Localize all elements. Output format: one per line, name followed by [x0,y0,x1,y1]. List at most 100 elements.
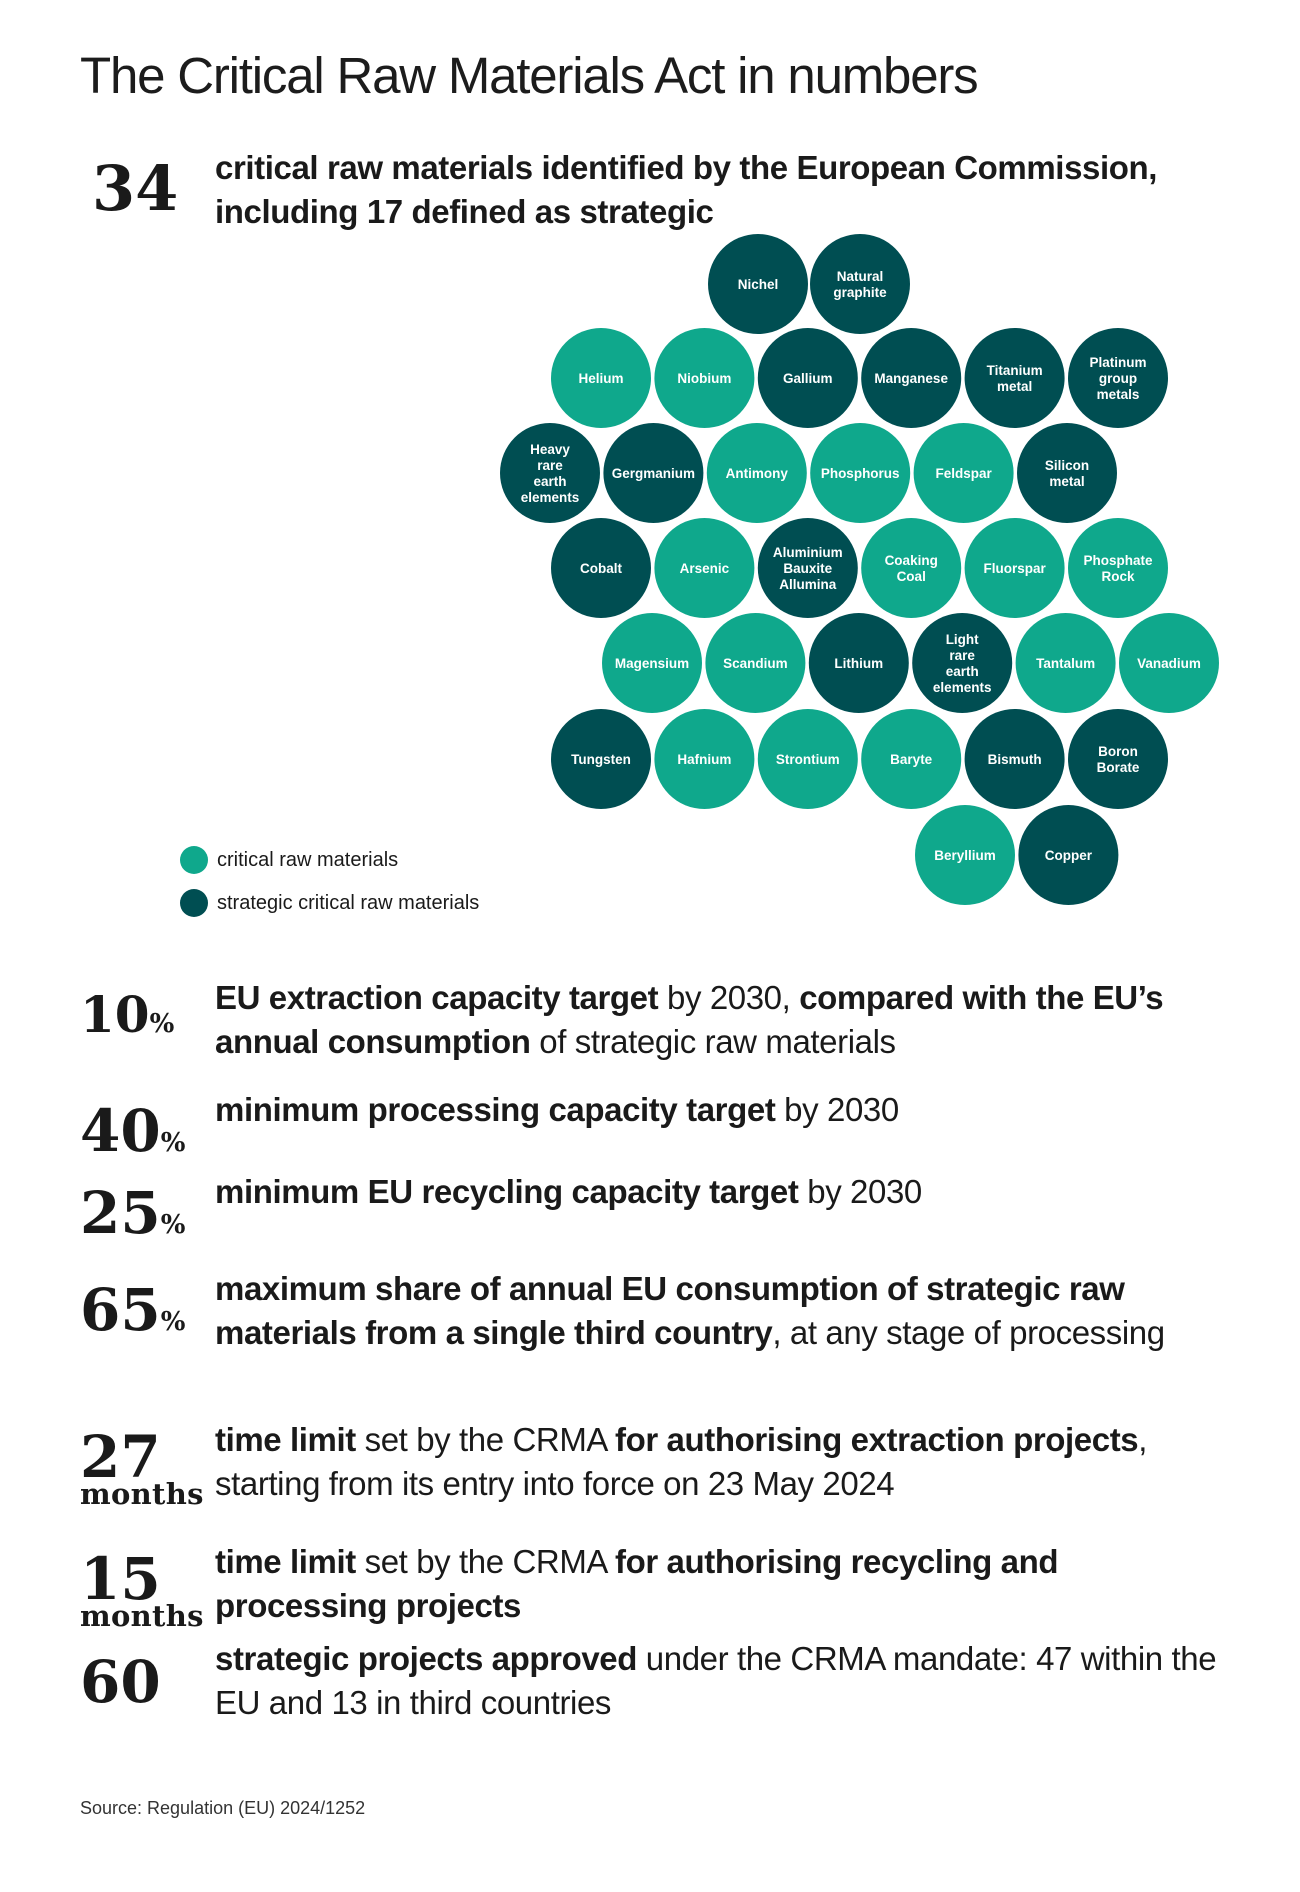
stat-unit: % [160,1128,186,1158]
stat-unit: % [160,1307,186,1337]
material-bubble: Copper [1018,805,1119,905]
material-bubble: Niobium [654,328,755,428]
stat-unit: months [80,1477,204,1511]
material-label: metal [997,379,1032,394]
material-bubble-circle [964,709,1065,809]
material-bubble-circle [551,709,651,809]
material-bubble-circle [1018,805,1119,905]
legend-critical-swatch [180,846,208,874]
material-bubble-circle [500,423,600,523]
stat-unit: % [160,1210,186,1240]
stat-text-segment: strategic projects approved [215,1640,638,1677]
material-label: graphite [833,285,887,300]
stat-number-value: 65 [80,1276,161,1344]
material-label: Allumina [779,577,836,592]
material-label: group [1099,371,1137,386]
stat-text-segment: , [1138,1421,1148,1458]
material-bubble: Beryllium [915,805,1015,905]
stat-description: maximum share of annual EU consumption o… [215,1267,1235,1355]
material-label: metals [1097,387,1140,402]
material-label: Gergmanium [612,466,695,481]
material-label: Titanium [987,363,1043,378]
stat-text-segment: for authorising recycling and [615,1543,1059,1580]
material-label: Antimony [726,466,789,481]
material-bubble-circle [912,613,1013,713]
stat-text-segment: maximum share of annual EU consumption o… [215,1270,1125,1307]
material-label: Heavy [530,442,570,457]
stat-text-segment: , at any stage of processing [772,1314,1165,1351]
stat-text-segment: set by the CRMA [355,1543,615,1580]
material-label: Coal [897,569,926,584]
material-bubble-circle [551,518,651,618]
material-bubble: Bismuth [964,709,1065,809]
material-label: Bauxite [783,561,832,576]
material-bubble: Strontium [757,709,858,809]
stat-number: 27 months [80,1428,204,1509]
stat-number-value: 60 [80,1648,161,1716]
material-bubble-circle [861,328,962,428]
material-label: Helium [578,371,623,386]
legend-strategic-label: strategic critical raw materials [217,891,480,914]
material-bubble: Scandium [705,613,806,713]
material-bubble-circle [913,423,1014,523]
material-bubble-circle [654,328,755,428]
material-bubble-circle [1068,709,1168,809]
material-bubble-circle [602,613,702,713]
stat-text-segment: starting from its entry into force on 23… [215,1465,895,1502]
material-bubble-circle [654,709,755,809]
material-label: Cobalt [580,561,623,576]
material-bubble: Manganese [861,328,962,428]
material-bubble-circle [1068,518,1168,618]
material-bubble-circle [964,328,1065,428]
material-bubble: Gallium [757,328,858,428]
material-bubble: Tungsten [551,709,651,809]
material-label: Coaking [885,553,938,568]
stat-number-value: 25 [80,1179,161,1247]
material-label: Bismuth [988,752,1042,767]
stat-description: strategic projects approved under the CR… [215,1637,1235,1725]
stat-description: minimum EU recycling capacity target by … [215,1170,1235,1214]
page-title: The Critical Raw Materials Act in number… [80,47,979,104]
material-label: Light [946,632,979,647]
material-label: Vanadium [1137,656,1201,671]
stat-text-segment: materials from a single third country [215,1314,773,1351]
material-bubble-circle [1015,613,1116,713]
stat-number-value: 15 [80,1545,161,1613]
stat-text-segment: minimum processing capacity target [215,1091,776,1128]
material-label: Borate [1097,760,1140,775]
material-label: Scandium [723,656,788,671]
material-label: Lithium [834,656,883,671]
stat-number: 10% [80,990,174,1040]
material-bubble: Gergmanium [603,423,704,523]
intro-number-value: 34 [92,152,179,225]
legend-strategic: strategic critical raw materials [180,889,479,917]
material-label: Feldspar [935,466,992,481]
stat-text-segment: set by the CRMA [355,1421,615,1458]
material-label: rare [537,458,563,473]
stat-text-segment: annual consumption [215,1023,531,1060]
material-bubble: Tantalum [1015,613,1116,713]
material-label: Arsenic [680,561,730,576]
material-bubble: Arsenic [654,518,755,618]
material-bubble: Nichel [708,234,808,334]
stat-text-segment: processing projects [215,1587,521,1624]
material-bubble-circle [757,518,858,618]
stat-unit: months [80,1599,204,1633]
material-bubble: Fluorspar [964,518,1065,618]
material-label: Aluminium [773,545,843,560]
stat-number: 60 [80,1653,161,1711]
material-bubble-circle [706,423,807,523]
material-label: Natural [837,269,884,284]
intro-number: 34 [92,158,178,220]
stat-number: 65% [80,1281,185,1339]
material-bubble-circle [861,518,962,618]
material-label: Platinum [1089,355,1146,370]
